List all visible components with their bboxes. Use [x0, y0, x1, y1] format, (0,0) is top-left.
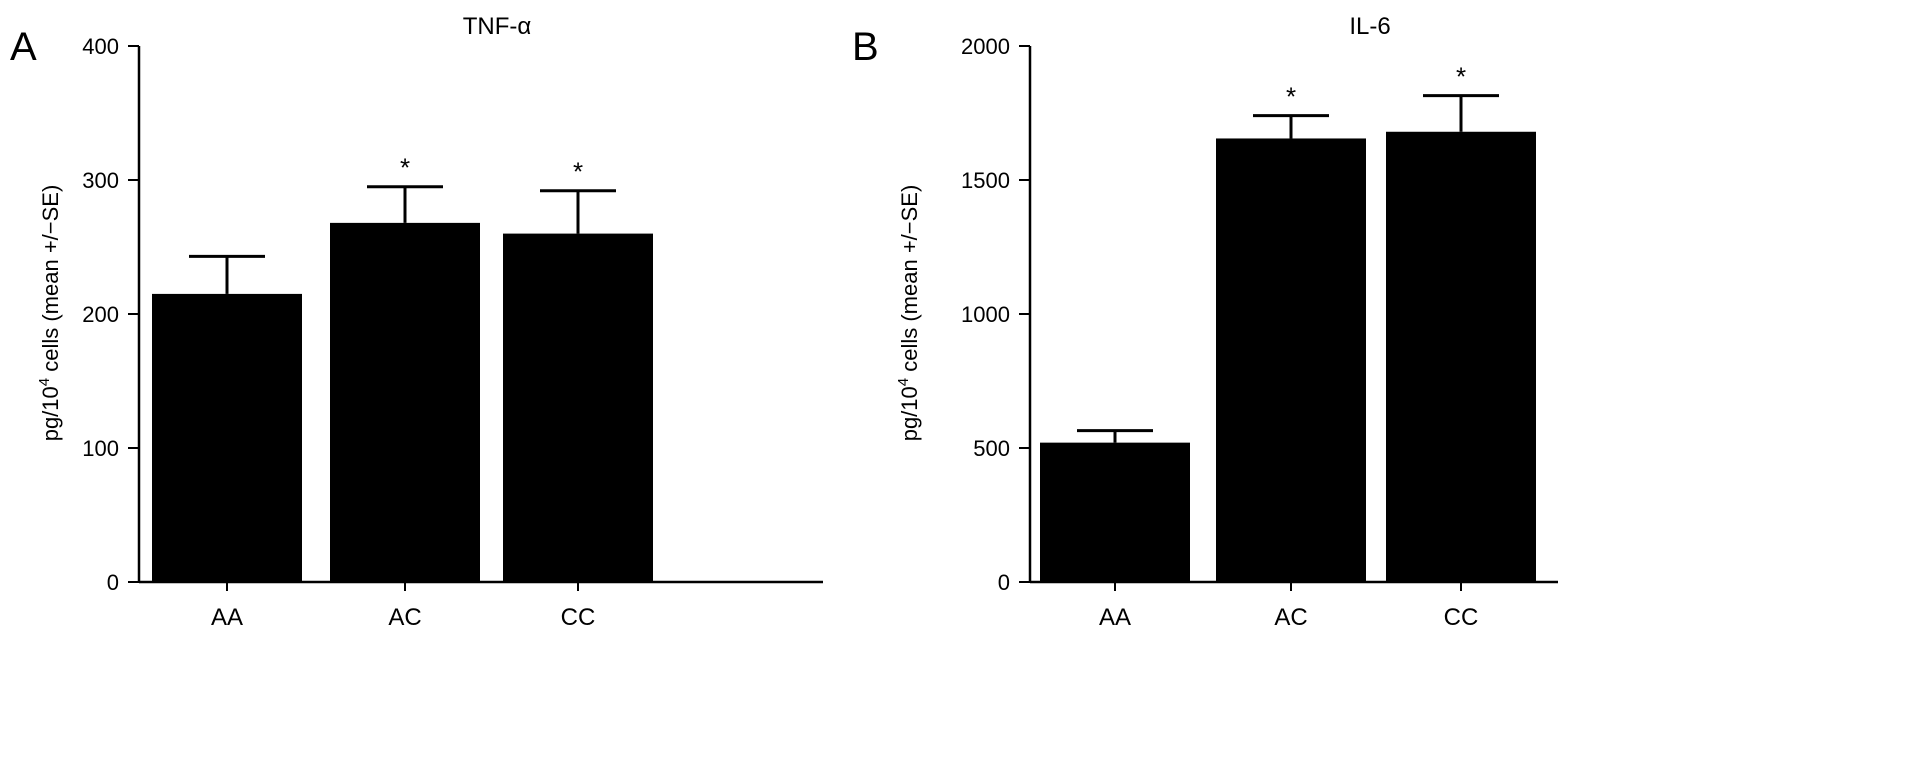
significance-asterisk-ac: *: [1286, 82, 1296, 112]
error-bar-aa: [1077, 429, 1153, 443]
panel-a-bars: [152, 222, 653, 582]
y-tick-label: 200: [82, 302, 119, 327]
bar-cc: [503, 233, 653, 582]
x-tick-label-cc: CC: [561, 604, 596, 631]
panel-a-error-bars: [189, 185, 616, 294]
x-tick-label-cc: CC: [1444, 604, 1479, 631]
y-tick-label: 500: [973, 436, 1010, 461]
panel-b-bars: [1040, 131, 1536, 582]
error-bar-ac: [1253, 114, 1329, 139]
x-tick-label-aa: AA: [211, 604, 243, 631]
x-tick-label-ac: AC: [388, 604, 421, 631]
bar-aa: [1040, 442, 1190, 582]
panel-b-y-axis-label: pg/104 cells (mean +/−SE): [895, 185, 922, 442]
panel-a-y-axis-label: pg/104 cells (mean +/−SE): [36, 185, 63, 442]
x-tick-label-ac: AC: [1274, 604, 1307, 631]
panel-a-significance-marks: * *: [400, 153, 583, 187]
panel-b-error-bars: [1077, 94, 1499, 443]
panel-b-significance-marks: **: [1286, 62, 1466, 112]
significance-asterisk-cc: *: [1456, 62, 1466, 92]
error-bar-cc: [540, 189, 616, 234]
error-bar-aa: [189, 254, 265, 294]
y-tick-label: 1500: [961, 168, 1010, 193]
error-bar-ac: [367, 185, 443, 223]
error-bar-cc: [1423, 94, 1499, 132]
y-tick-label: 0: [998, 570, 1010, 595]
y-tick-label: 400: [82, 34, 119, 59]
bar-ac: [1216, 138, 1366, 582]
bar-aa: [152, 293, 302, 582]
y-tick-label: 0: [107, 570, 119, 595]
panel-a-title: TNF-α: [463, 13, 532, 40]
panel-b: B IL-6 pg/104 cells (mean +/−SE) ** 0500…: [852, 13, 1558, 631]
significance-asterisk-ac: *: [400, 153, 410, 183]
y-tick-label: 300: [82, 168, 119, 193]
panel-a: A TNF-α pg/104 cells (mean +/−SE) * * 010…: [10, 13, 823, 631]
bar-ac: [330, 222, 480, 582]
y-tick-label: 2000: [961, 34, 1010, 59]
panel-b-x-ticks: AA AC CC: [1099, 582, 1478, 631]
panel-a-x-ticks: AA AC CC: [211, 582, 595, 631]
panel-b-title: IL-6: [1349, 13, 1390, 40]
panel-b-label: B: [852, 25, 879, 69]
bar-cc: [1386, 131, 1536, 582]
significance-asterisk-cc: *: [573, 157, 583, 187]
panel-a-y-ticks: 0 100 200 300 400: [82, 34, 139, 595]
panel-a-label: A: [10, 25, 37, 69]
x-tick-label-aa: AA: [1099, 604, 1131, 631]
panel-b-y-ticks: 0 500 1000 1500 2000: [961, 34, 1030, 595]
y-tick-label: 100: [82, 436, 119, 461]
y-tick-label: 1000: [961, 302, 1010, 327]
